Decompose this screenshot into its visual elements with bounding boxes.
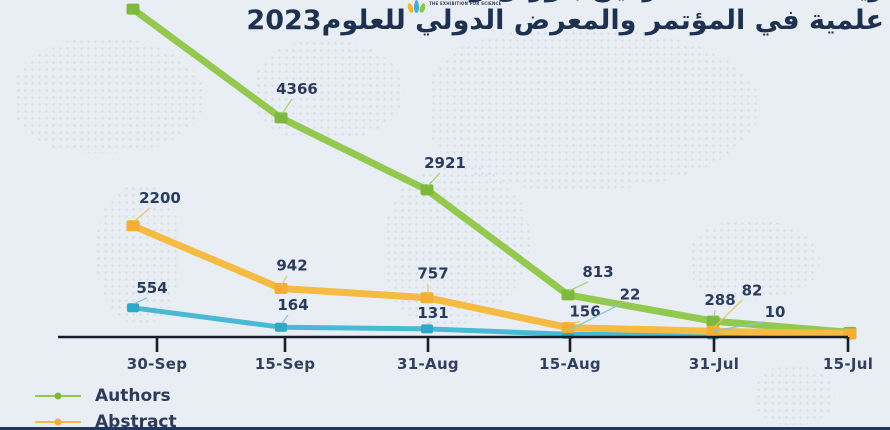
data-point-marker (561, 289, 575, 301)
data-point-marker (420, 292, 434, 304)
data-point-marker (275, 322, 287, 332)
map-dots-north-america (15, 38, 205, 153)
legend-marker-authors (35, 392, 81, 400)
value-label: 156 (569, 303, 600, 321)
footer-accent-bar (0, 427, 890, 430)
value-label-leader (133, 297, 148, 305)
value-label-leader (568, 281, 589, 292)
legend-marker-abstract (35, 418, 81, 426)
value-label: 288 (704, 291, 735, 309)
data-point-marker (421, 324, 433, 334)
value-label: 813 (582, 263, 613, 281)
logo-petal-blue (414, 0, 419, 13)
value-label-leader (713, 310, 716, 318)
value-label-leader (713, 299, 743, 328)
value-label-leader (568, 321, 581, 325)
event-logo: THE EXHIBITION FOR SCIENCE (406, 0, 502, 15)
value-label: 2200 (139, 189, 181, 207)
x-axis-label: 15-Sep (255, 355, 316, 373)
data-point-marker (274, 283, 288, 294)
map-dots-australia (755, 365, 835, 425)
value-label-leader (713, 321, 766, 332)
chart-title-line1-clipped: زيادة أعداد المشاركين بأوراق وملصقات (359, 0, 884, 3)
value-label: 82 (742, 281, 763, 299)
x-axis-label: 31-Jul (689, 355, 739, 373)
value-label: 4366 (276, 80, 318, 98)
value-label-leader (568, 303, 621, 331)
value-label: 942 (276, 256, 307, 274)
x-axis-label: 30-Sep (127, 355, 188, 373)
legend-item-abstract: Abstract (33, 412, 177, 430)
data-point-marker (706, 315, 720, 327)
legend-label-authors: Authors (95, 386, 171, 406)
value-label: 22 (620, 285, 641, 303)
value-label-leader (281, 314, 289, 324)
value-label-leader (427, 172, 441, 187)
legend-item-authors: Authors (33, 386, 171, 406)
data-point-marker (561, 322, 575, 334)
x-axis-label: 31-Aug (397, 355, 459, 373)
data-point-marker (126, 3, 140, 15)
legend-label-abstract: Abstract (95, 412, 177, 430)
x-axis-label: 15-Jul (823, 355, 873, 373)
data-point-marker (420, 184, 434, 196)
data-point-marker (127, 303, 139, 313)
logo-text: THE EXHIBITION FOR SCIENCE (429, 1, 502, 6)
map-dots-asia (430, 30, 760, 190)
map-dots-southeast-asia (690, 220, 820, 300)
value-label: 10 (765, 303, 786, 321)
data-point-marker (126, 220, 140, 232)
data-point-marker (274, 112, 288, 124)
value-label: 131 (417, 304, 448, 322)
value-label-leader (133, 207, 151, 223)
value-label: 2921 (424, 154, 466, 172)
series-line-Authors (129, 5, 854, 336)
value-label-leader (281, 98, 293, 115)
data-point-marker (706, 325, 720, 337)
value-label-leader (281, 275, 288, 285)
series-line-Abstract (129, 222, 854, 338)
value-label: 757 (417, 265, 448, 283)
chart-title-line2: علمية في المؤتمر والمعرض الدولي للعلوم20… (246, 5, 884, 36)
x-axis-label: 15-Aug (539, 355, 601, 373)
value-label: 554 (136, 279, 167, 297)
value-label: 164 (277, 296, 308, 314)
